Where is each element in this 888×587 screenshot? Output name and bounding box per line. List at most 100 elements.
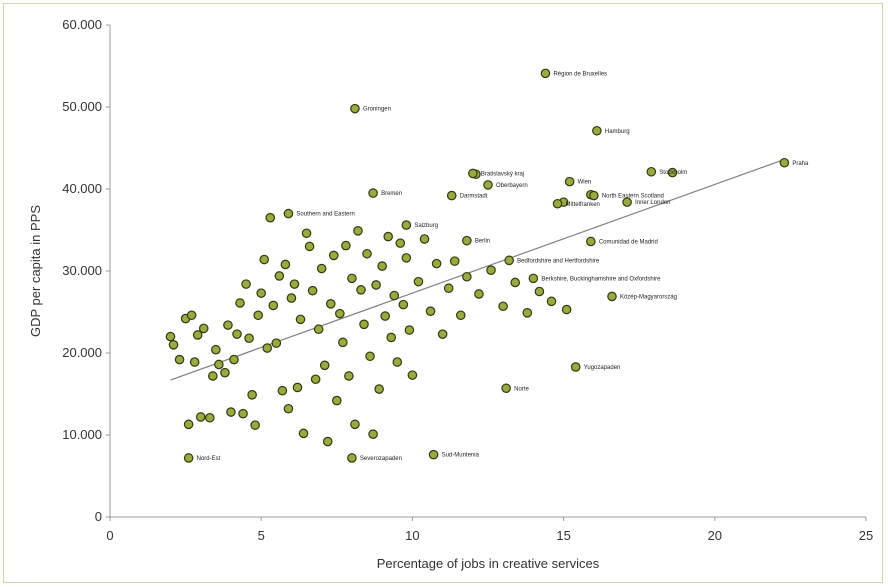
point-label: Mittelfranken — [566, 202, 600, 208]
data-point — [313, 324, 324, 335]
y-tick-label: 20.000 — [62, 345, 102, 360]
data-point — [383, 231, 394, 242]
data-point — [265, 212, 276, 223]
data-point — [522, 308, 533, 318]
data-point — [592, 125, 602, 136]
data-point — [204, 412, 215, 423]
data-point — [186, 310, 197, 321]
data-point — [344, 371, 354, 381]
data-point — [250, 420, 260, 430]
data-point — [322, 436, 333, 447]
point-label: Inner London — [635, 200, 670, 206]
data-point — [401, 220, 412, 230]
data-point — [389, 290, 400, 301]
data-point — [483, 180, 493, 190]
data-point — [462, 271, 472, 282]
y-axis-title: GDP per capita in PPS — [28, 205, 43, 337]
data-point — [552, 198, 563, 209]
point-label: North Eastern Scotland — [602, 194, 664, 200]
data-point — [368, 429, 378, 439]
data-point — [350, 103, 360, 114]
data-point — [401, 253, 412, 263]
point-label: Southern and Eastern — [296, 212, 354, 218]
y-tick-label: 10.000 — [62, 427, 102, 442]
data-point — [274, 271, 285, 281]
data-point — [247, 390, 257, 400]
data-point — [298, 428, 309, 439]
data-point — [425, 306, 436, 316]
data-point — [195, 412, 206, 422]
data-point — [232, 329, 242, 339]
data-point — [335, 308, 345, 319]
point-label: Hamburg — [605, 129, 630, 135]
tick-labels: 0 5 10 15 20 25 0 10.000 20.000 30.000 40.000 50.00… — [62, 17, 873, 543]
data-point — [374, 384, 384, 394]
data-point — [262, 343, 273, 353]
data-point — [353, 226, 363, 236]
data-point — [277, 385, 288, 396]
data-point — [328, 250, 339, 261]
data-point — [331, 395, 342, 406]
data-point — [413, 276, 424, 287]
data-point — [362, 248, 372, 259]
point-label: Stockholm — [659, 170, 687, 176]
point-label: Nord-Est — [197, 456, 221, 462]
data-point — [474, 289, 484, 299]
data-point — [398, 299, 409, 310]
chart-frame — [3, 3, 883, 583]
data-point — [501, 383, 511, 394]
point-label: Berlin — [475, 239, 490, 245]
data-point — [289, 279, 300, 289]
point-label: Praha — [792, 161, 809, 167]
data-point — [486, 265, 496, 275]
point-label: Norte — [514, 386, 529, 392]
data-point — [443, 283, 454, 294]
data-point — [292, 382, 303, 393]
data-point — [779, 157, 790, 168]
data-point — [359, 319, 369, 330]
data-point — [280, 259, 291, 270]
data-point — [226, 407, 236, 417]
data-point — [168, 339, 179, 350]
data-point — [271, 338, 282, 348]
data-point — [667, 167, 678, 178]
point-label: Berkshire, Buckinghamshire and Oxfordshi… — [541, 276, 661, 282]
data-point — [395, 238, 406, 248]
data-point — [301, 228, 312, 239]
data-point — [356, 285, 366, 295]
data-point — [392, 357, 403, 367]
y-tick-label: 60.000 — [62, 17, 102, 32]
point-label: Sud-Muntenia — [442, 453, 480, 459]
data-point — [198, 323, 209, 334]
data-point — [192, 330, 203, 340]
data-point — [325, 298, 336, 309]
data-point — [268, 300, 279, 311]
data-point — [165, 331, 176, 342]
data-point — [183, 419, 194, 430]
data-point — [570, 362, 581, 372]
x-tick-label: 25 — [859, 528, 873, 543]
data-point — [341, 240, 351, 251]
data-point — [561, 304, 572, 315]
point-label: Darmstadt — [460, 194, 488, 200]
data-point — [208, 371, 218, 381]
data-point — [238, 408, 248, 419]
data-point — [229, 354, 239, 365]
data-point — [304, 241, 315, 252]
data-point — [607, 291, 617, 302]
data-point — [510, 277, 521, 288]
data-point — [235, 298, 245, 308]
data-point — [564, 176, 575, 187]
point-label: Bratislavský kraj — [481, 171, 524, 177]
data-point — [223, 320, 233, 330]
data-point — [428, 449, 439, 460]
data-point — [316, 263, 327, 274]
data-point — [407, 370, 418, 380]
y-tick-label: 50.000 — [62, 99, 102, 114]
data-point — [241, 279, 251, 289]
data-point — [183, 453, 194, 463]
data-point — [462, 235, 472, 246]
point-label: Comunidad de Madrid — [599, 239, 658, 245]
point-labels: Région de Bruxelles Groningen Hamburg Praha… — [197, 71, 809, 462]
